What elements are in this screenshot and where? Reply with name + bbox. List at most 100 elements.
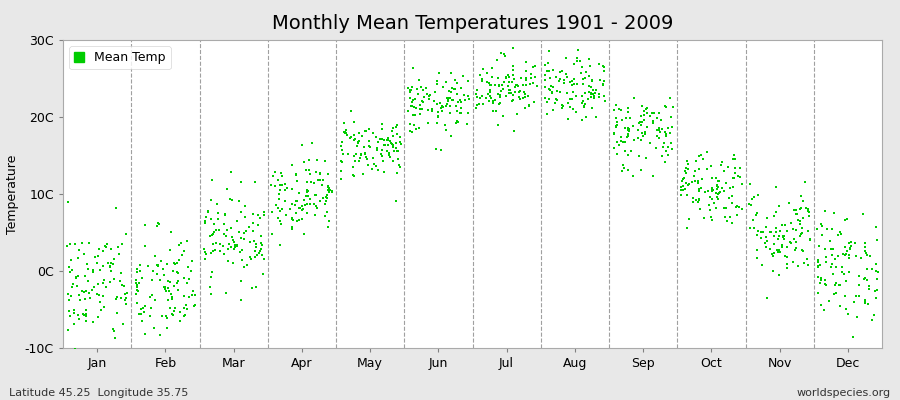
Point (346, 164, 360, 170)
Point (440, 95, 454, 102)
Point (217, 231, 231, 238)
Point (223, 243, 238, 250)
Point (476, 66, 491, 72)
Point (425, 108, 439, 114)
Point (284, 206, 298, 212)
Point (502, 78, 517, 85)
Point (72, 292, 86, 298)
Point (138, 303, 152, 310)
Point (202, 232, 217, 239)
Point (750, 210, 764, 216)
Point (61, 308, 76, 314)
Point (793, 218, 807, 224)
Point (207, 220, 221, 227)
Point (119, 231, 133, 237)
Point (634, 122, 648, 129)
Point (271, 176, 285, 183)
Point (767, 233, 781, 239)
Point (654, 152, 669, 159)
Point (727, 152, 742, 158)
Point (582, 72, 597, 79)
Point (710, 186, 724, 192)
Point (614, 106, 628, 113)
Point (760, 238, 774, 244)
Point (769, 209, 783, 216)
Point (617, 139, 632, 145)
Point (692, 196, 706, 202)
Point (287, 202, 302, 208)
Point (173, 318, 187, 324)
Point (454, 85, 468, 92)
Point (759, 234, 773, 240)
Point (133, 311, 148, 317)
Point (454, 97, 468, 103)
Point (839, 306, 853, 312)
Point (565, 78, 580, 84)
Point (355, 132, 369, 139)
Point (498, 53, 512, 60)
Point (91, 281, 105, 287)
Point (166, 282, 181, 289)
Point (753, 234, 768, 241)
Point (814, 220, 828, 227)
Point (296, 206, 310, 212)
Point (386, 133, 400, 139)
Point (401, 108, 416, 114)
Point (765, 251, 779, 258)
Point (130, 284, 144, 290)
Point (292, 190, 306, 197)
Point (597, 78, 611, 84)
Point (543, 87, 557, 93)
Point (174, 240, 188, 246)
Point (405, 112, 419, 118)
Point (788, 227, 803, 233)
Point (79, 260, 94, 267)
Point (455, 73, 470, 79)
Point (221, 240, 236, 247)
Point (438, 126, 453, 133)
Point (476, 100, 491, 107)
Point (492, 101, 507, 108)
Point (166, 260, 181, 266)
Point (354, 152, 368, 158)
Point (75, 240, 89, 246)
Point (589, 114, 603, 120)
Point (300, 201, 314, 207)
Point (422, 96, 436, 102)
Point (575, 100, 590, 106)
Point (518, 77, 533, 83)
Point (389, 124, 403, 131)
Point (833, 231, 848, 237)
Point (471, 87, 485, 94)
Point (565, 89, 580, 95)
Point (294, 202, 309, 209)
Point (681, 180, 696, 187)
Point (679, 165, 693, 171)
Point (273, 242, 287, 248)
Point (448, 103, 463, 109)
Point (818, 246, 832, 252)
Point (431, 114, 446, 120)
Point (148, 253, 163, 260)
Point (65, 284, 79, 290)
Point (367, 161, 382, 167)
Point (827, 290, 842, 297)
Point (637, 131, 652, 138)
Point (751, 247, 765, 253)
Point (131, 310, 146, 317)
Point (663, 129, 678, 136)
Point (405, 129, 419, 136)
Point (268, 169, 283, 175)
Point (129, 276, 143, 283)
Point (687, 172, 701, 179)
Point (706, 196, 720, 202)
Point (68, 346, 82, 352)
Point (204, 250, 219, 256)
Point (796, 248, 810, 254)
Point (86, 267, 100, 273)
Point (760, 295, 775, 301)
Point (788, 246, 803, 253)
Point (361, 138, 375, 144)
Point (73, 297, 87, 304)
Point (164, 291, 178, 298)
